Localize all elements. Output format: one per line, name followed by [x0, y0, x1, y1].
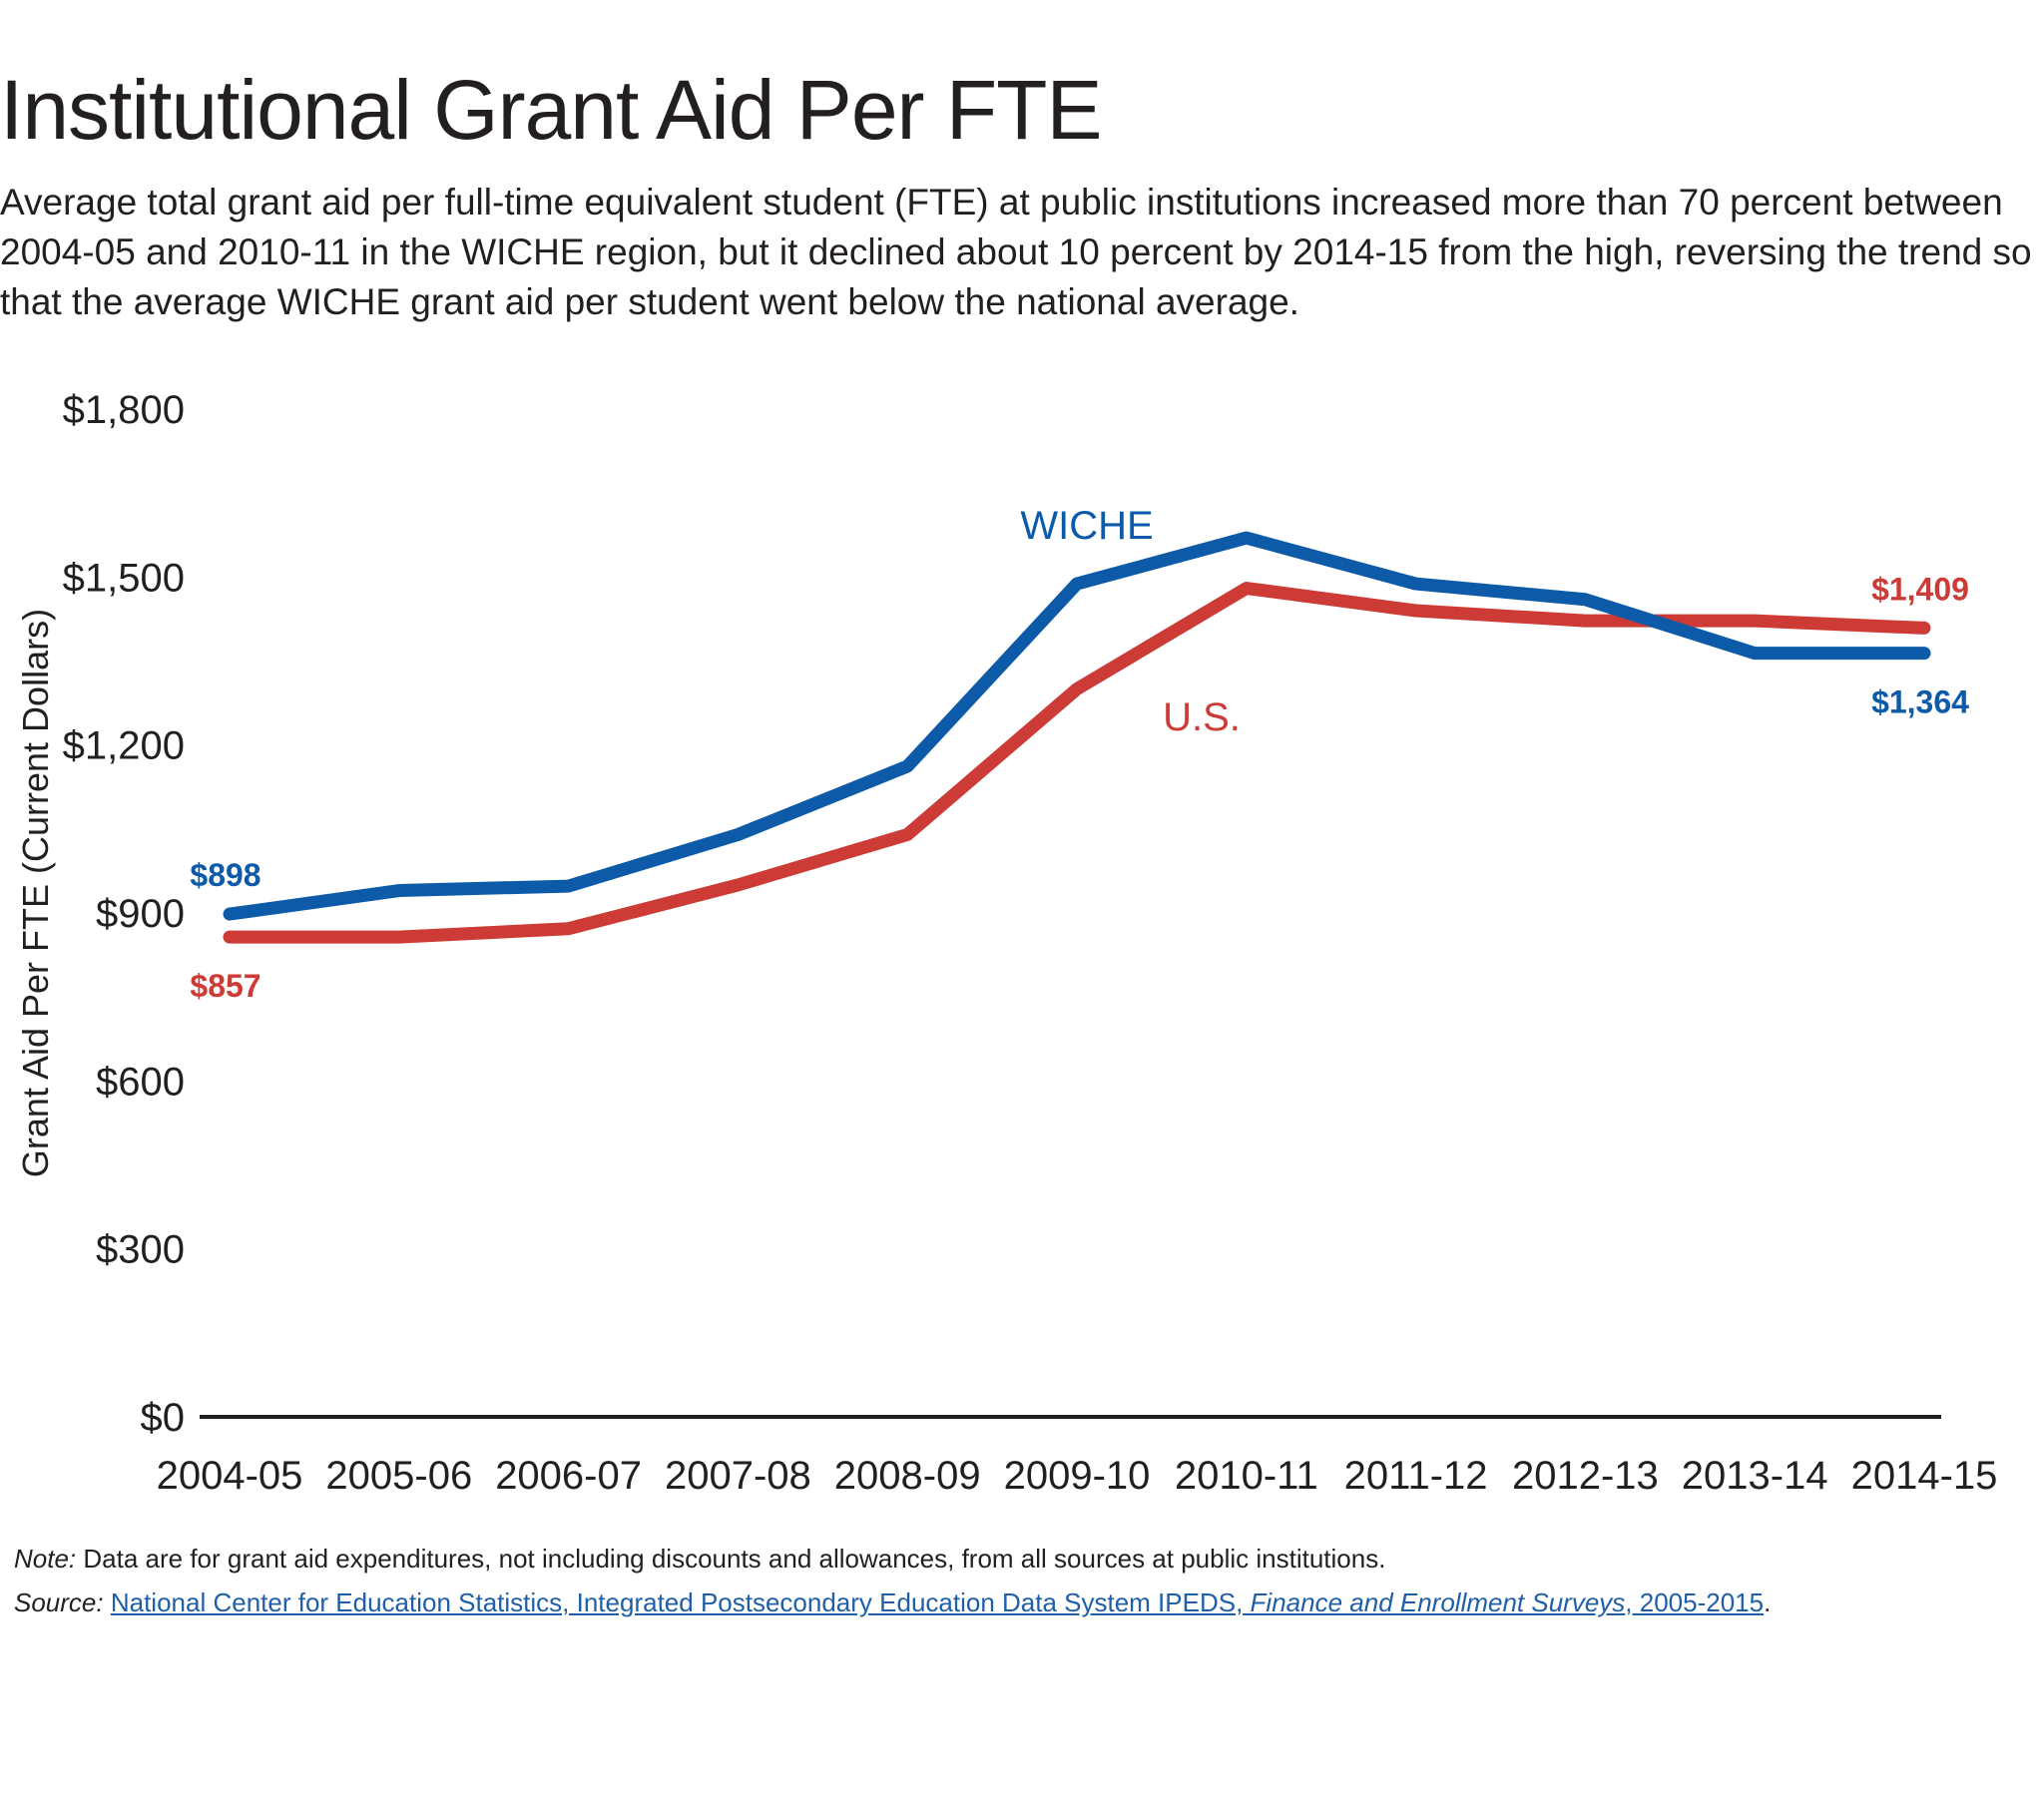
series-line-wiche [223, 531, 1931, 921]
x-tick-label: 2005-06 [325, 1454, 472, 1498]
footer-note: Note: Data are for grant aid expenditure… [14, 1537, 1771, 1580]
x-tick-label: 2007-08 [665, 1454, 811, 1498]
y-tick-label: $1,800 [63, 388, 185, 432]
x-tick-label: 2011-12 [1344, 1454, 1488, 1498]
data-label: $898 [190, 857, 260, 893]
line-chart: Grant Aid Per FTE (Current Dollars) $0 $30… [15, 388, 1998, 1498]
data-label: $1,409 [1871, 571, 1969, 607]
source-link-tail: , 2005-2015 [1625, 1587, 1765, 1617]
note-text: Data are for grant aid expenditures, not… [76, 1544, 1386, 1574]
x-tick-label: 2009-10 [1004, 1454, 1151, 1498]
x-tick-label: 2013-14 [1682, 1454, 1828, 1498]
x-tick-label: 2008-09 [834, 1454, 981, 1498]
y-tick-label: $300 [96, 1228, 185, 1272]
x-tick-label: 2010-11 [1175, 1454, 1318, 1498]
series-label-us: U.S. [1163, 695, 1241, 739]
y-tick-label: $1,500 [63, 556, 185, 600]
x-tick-label: 2006-07 [495, 1454, 642, 1498]
source-end: . [1764, 1587, 1772, 1617]
y-axis-label: Grant Aid Per FTE (Current Dollars) [15, 609, 56, 1177]
footer-source: Source: National Center for Education St… [14, 1580, 1771, 1624]
x-tick-label: 2012-13 [1512, 1454, 1659, 1498]
source-link[interactable]: National Center for Education Statistics… [111, 1587, 1764, 1617]
chart-title: Institutional Grant Aid Per FTE [0, 63, 1102, 157]
source-link-italic: Finance and Enrollment Surveys [1250, 1587, 1626, 1617]
data-label: $857 [190, 968, 260, 1004]
x-tick-label: 2014-15 [1851, 1454, 1998, 1498]
note-label: Note: [14, 1544, 77, 1574]
y-tick-label: $900 [96, 892, 185, 936]
data-label: $1,364 [1871, 684, 1969, 720]
source-label: Source: [14, 1587, 104, 1617]
source-link-text: National Center for Education Statistics… [110, 1587, 1251, 1617]
chart-subtitle: Average total grant aid per full-time eq… [0, 182, 2032, 322]
y-tick-label: $1,200 [63, 724, 185, 768]
x-tick-label: 2004-05 [157, 1454, 303, 1498]
chart-footer: Note: Data are for grant aid expenditure… [14, 1537, 1771, 1624]
y-tick-label: $600 [96, 1060, 185, 1104]
y-tick-label: $0 [141, 1396, 186, 1440]
series-label-wiche: WICHE [1020, 504, 1153, 548]
